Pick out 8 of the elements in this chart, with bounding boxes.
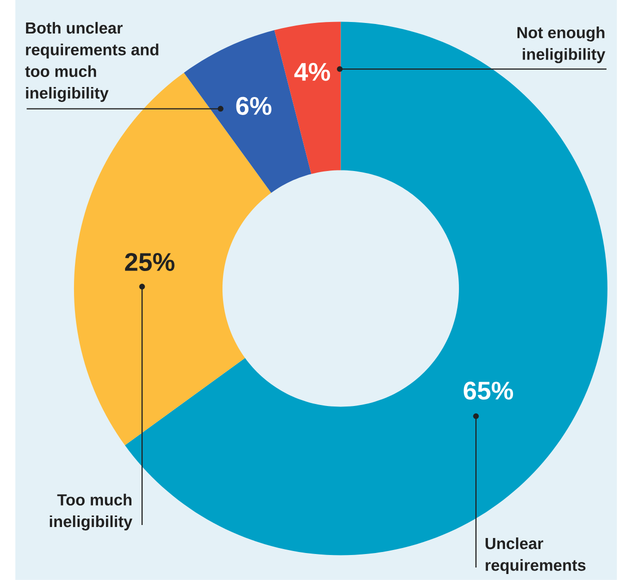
data-label: 65%	[464, 382, 514, 400]
data-label: 4%	[294, 63, 330, 81]
data-label: 6%	[236, 97, 272, 116]
slice-label: Unclear requirements	[486, 538, 586, 574]
slice-label: Both unclear requirements and too much ineligibility	[25, 22, 158, 102]
slice-label: Not enough ineligibility	[517, 26, 606, 64]
slice-label: Too much ineligibility	[50, 494, 132, 531]
data-label: 25%	[125, 253, 174, 272]
